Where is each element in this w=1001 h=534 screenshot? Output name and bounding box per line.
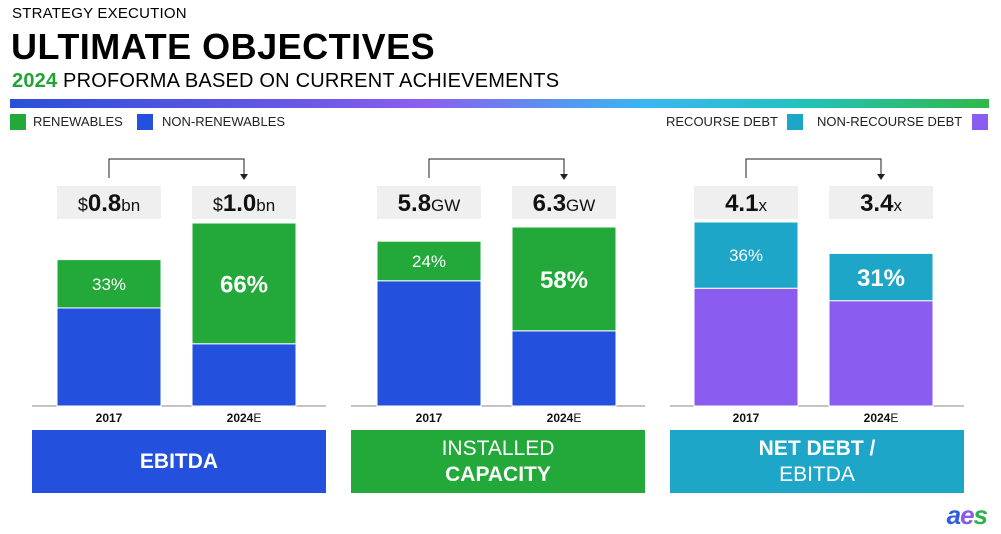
legend-label-non-renewables: NON-RENEWABLES: [162, 114, 286, 129]
total-value-label: 3.4x: [860, 190, 902, 217]
category-label: 2024E: [227, 411, 262, 425]
aes-logo: aes: [946, 500, 988, 530]
subtitle-year: 2024: [12, 70, 58, 92]
bracket-arrow: [745, 158, 882, 178]
bar-segment: [191, 343, 297, 407]
section-capacity-line1: INSTALLED: [441, 436, 555, 460]
value-box: [57, 186, 161, 219]
bar-segment: [693, 287, 799, 407]
total-value-label: $0.8bn: [78, 190, 140, 217]
arrowhead: [560, 174, 568, 180]
bar-share-label: 58%: [540, 267, 588, 294]
section-ebitda-line1: EBITDA: [139, 449, 219, 473]
legend-label-recourse: RECOURSE DEBT: [666, 114, 778, 129]
legend-label-renewables: RENEWABLES: [33, 114, 123, 129]
kicker-label: STRATEGY EXECUTION: [12, 5, 187, 22]
page-subtitle: 2024 PROFORMA BASED ON CURRENT ACHIEVEME…: [12, 70, 559, 93]
section-netdebt-line1: NET DEBT /: [758, 436, 876, 460]
bar-share-label: 66%: [220, 271, 268, 298]
section-band-capacity: INSTALLED CAPACITY: [351, 430, 645, 493]
section-band-netdebt: NET DEBT / EBITDA: [670, 430, 964, 493]
legend-label-non-recourse: NON-RECOURSE DEBT: [817, 114, 963, 129]
section-capacity-line2: CAPACITY: [445, 462, 551, 486]
legend-swatch-recourse: [787, 114, 803, 130]
bar-segment: [56, 259, 162, 309]
bar-share-label: 31%: [857, 265, 905, 292]
page-title: ULTIMATE OBJECTIVES: [11, 26, 436, 67]
legend-swatch-non-recourse: [972, 114, 988, 130]
bar-share-label: 24%: [412, 252, 446, 271]
section-netdebt-line2: EBITDA: [779, 462, 855, 486]
value-box: [192, 186, 296, 219]
bracket-arrow: [428, 158, 565, 178]
bar-segment: [376, 240, 482, 282]
bar-share-label: 36%: [729, 246, 763, 265]
gradient-divider: [10, 99, 989, 108]
value-box: [377, 186, 481, 219]
category-label: 2017: [416, 411, 443, 425]
category-label: 2024E: [864, 411, 899, 425]
total-value-label: 5.8GW: [398, 190, 461, 217]
value-box: [694, 186, 798, 219]
legend-swatch-non-renewables: [137, 114, 153, 130]
bar-segment: [511, 226, 617, 332]
arrowhead: [877, 174, 885, 180]
legend-swatch-renewables: [10, 114, 26, 130]
total-value-label: 6.3GW: [533, 190, 596, 217]
value-box: [829, 186, 933, 219]
category-label: 2017: [96, 411, 123, 425]
bar-segment: [191, 222, 297, 345]
category-label: 2017: [733, 411, 760, 425]
subtitle-text: PROFORMA BASED ON CURRENT ACHIEVEMENTS: [57, 70, 560, 92]
total-value-label: 4.1x: [725, 190, 767, 217]
section-band-ebitda: EBITDA: [32, 430, 326, 493]
bar-segment: [828, 300, 934, 407]
bar-segment: [828, 252, 934, 302]
bar-segment: [376, 280, 482, 407]
category-label: 2024E: [547, 411, 582, 425]
bar-segment: [511, 330, 617, 407]
bar-segment: [693, 221, 799, 289]
bar-share-label: 33%: [92, 275, 126, 294]
arrowhead: [240, 174, 248, 180]
total-value-label: $1.0bn: [213, 190, 275, 217]
value-box: [512, 186, 616, 219]
bar-segment: [56, 307, 162, 407]
bracket-arrow: [108, 158, 245, 178]
